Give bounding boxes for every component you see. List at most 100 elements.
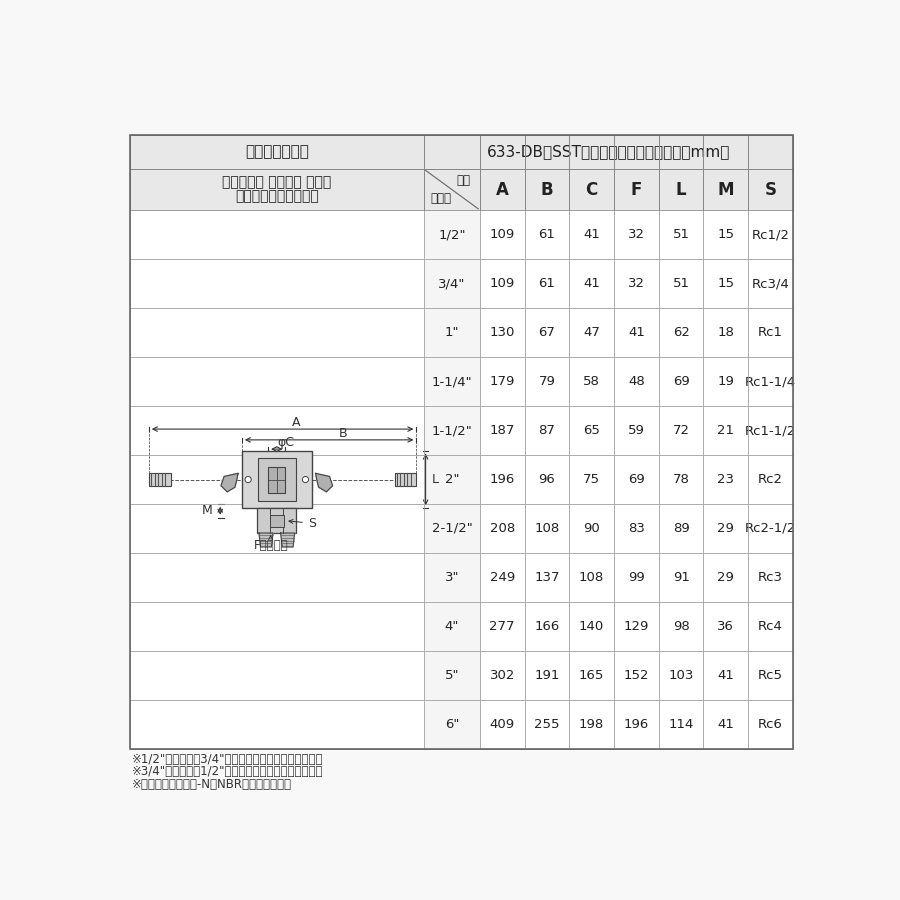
Text: 277: 277 (490, 620, 515, 633)
Text: 3": 3" (445, 571, 459, 584)
Bar (525, 259, 570, 309)
Bar (525, 504, 570, 553)
Polygon shape (221, 473, 238, 491)
Text: 1-1/4": 1-1/4" (432, 375, 473, 388)
Bar (424, 455, 480, 504)
Bar (242, 451, 311, 508)
Text: 109: 109 (490, 229, 515, 241)
Bar (704, 309, 748, 357)
Text: 137: 137 (535, 571, 560, 584)
Bar (130, 211, 424, 259)
Bar (659, 651, 704, 699)
Bar (704, 211, 748, 259)
Text: 18: 18 (717, 326, 734, 339)
Text: 41: 41 (583, 229, 600, 241)
Bar (525, 357, 570, 406)
Text: 196: 196 (624, 717, 649, 731)
Text: 109: 109 (490, 277, 515, 291)
Text: Rc6: Rc6 (758, 717, 783, 731)
Bar (659, 309, 704, 357)
Bar (704, 699, 748, 749)
Bar (614, 504, 659, 553)
Text: 32: 32 (628, 277, 645, 291)
Circle shape (245, 476, 251, 482)
Bar (704, 504, 748, 553)
Bar (130, 169, 424, 211)
Text: 75: 75 (583, 473, 600, 486)
Bar (130, 309, 424, 357)
Text: 41: 41 (717, 717, 734, 731)
Bar (424, 309, 480, 357)
Bar (614, 699, 659, 749)
Bar (704, 602, 748, 651)
Text: 302: 302 (490, 669, 515, 681)
Bar (704, 651, 748, 699)
Bar (130, 406, 424, 455)
Bar (748, 504, 793, 553)
Text: 19: 19 (717, 375, 734, 388)
Text: 72: 72 (672, 424, 689, 437)
Bar (570, 553, 614, 602)
Text: ステンレススチール製: ステンレススチール製 (235, 190, 319, 203)
Text: S: S (765, 181, 777, 199)
Text: 108: 108 (579, 571, 604, 584)
Bar (424, 504, 480, 553)
Bar (480, 169, 525, 211)
Bar (525, 602, 570, 651)
Text: 29: 29 (717, 522, 734, 535)
Text: 51: 51 (672, 277, 689, 291)
Bar (525, 651, 570, 699)
Bar (704, 406, 748, 455)
Text: 29: 29 (717, 571, 734, 584)
Text: Rc1: Rc1 (758, 326, 783, 339)
Text: Rc1/2: Rc1/2 (752, 229, 789, 241)
Text: 83: 83 (628, 522, 644, 535)
Text: 3/4": 3/4" (438, 277, 465, 291)
Bar (257, 508, 296, 533)
Text: M: M (202, 504, 212, 518)
Bar (659, 259, 704, 309)
Text: 152: 152 (624, 669, 649, 681)
Text: 130: 130 (490, 326, 515, 339)
Text: カムアーム継手: カムアーム継手 (245, 144, 309, 159)
Bar (748, 699, 793, 749)
Bar (614, 455, 659, 504)
Bar (424, 553, 480, 602)
Text: 87: 87 (538, 424, 555, 437)
Text: 58: 58 (583, 375, 600, 388)
Bar (659, 699, 704, 749)
Text: 5": 5" (445, 669, 459, 681)
Bar (525, 699, 570, 749)
Text: 140: 140 (579, 620, 604, 633)
Text: 15: 15 (717, 277, 734, 291)
Text: B: B (338, 428, 347, 440)
Text: M: M (717, 181, 734, 199)
Bar (614, 602, 659, 651)
Bar (480, 259, 525, 309)
Text: F: F (631, 181, 642, 199)
Bar (570, 406, 614, 455)
Text: C: C (586, 181, 598, 199)
Bar (480, 602, 525, 651)
Bar (704, 357, 748, 406)
Bar (130, 455, 424, 504)
Text: 51: 51 (672, 229, 689, 241)
Text: 198: 198 (579, 717, 604, 731)
Polygon shape (281, 533, 294, 547)
Bar (480, 553, 525, 602)
Text: Rc2-1/2: Rc2-1/2 (745, 522, 796, 535)
Bar (480, 406, 525, 455)
Bar (480, 504, 525, 553)
Bar (748, 211, 793, 259)
Bar (480, 309, 525, 357)
Bar (424, 135, 793, 169)
Bar (614, 169, 659, 211)
Text: 165: 165 (579, 669, 605, 681)
Bar (614, 211, 659, 259)
Bar (748, 602, 793, 651)
Text: 1/2": 1/2" (438, 229, 465, 241)
Bar (270, 515, 284, 526)
Text: 89: 89 (673, 522, 689, 535)
Text: 108: 108 (535, 522, 560, 535)
Bar (424, 651, 480, 699)
